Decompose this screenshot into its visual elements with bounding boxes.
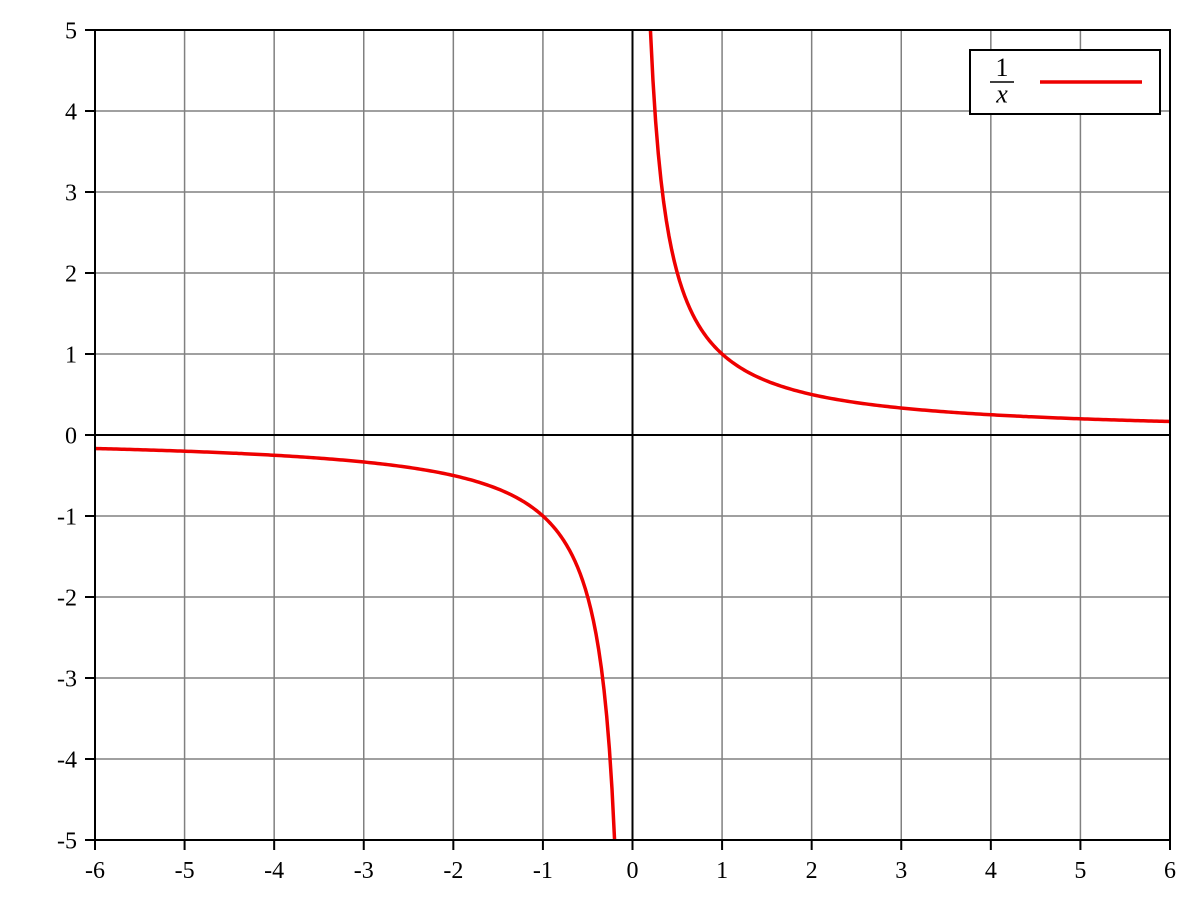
reciprocal-function-chart: -6 -5 -4 -3 -2 -1 0 1 2 3 4 5 6 -5 -4 -3 -2 -1 0 1… xyxy=(0,0,1200,900)
legend-fraction-denominator: x xyxy=(995,79,1008,108)
x-tick-label: 3 xyxy=(895,858,907,884)
y-tick-label: 1 xyxy=(65,342,77,368)
x-tick-label: -1 xyxy=(533,858,553,884)
legend-fraction-numerator: 1 xyxy=(996,53,1009,82)
y-tick-label: 5 xyxy=(65,18,77,44)
y-tick-label: 0 xyxy=(65,423,77,449)
x-tick-label: 5 xyxy=(1074,858,1086,884)
y-tick-label: -4 xyxy=(57,747,77,773)
y-tick-label: -2 xyxy=(57,585,77,611)
x-tick-label: -5 xyxy=(175,858,195,884)
chart-svg: -6 -5 -4 -3 -2 -1 0 1 2 3 4 5 6 -5 -4 -3 -2 -1 0 1… xyxy=(0,0,1200,900)
x-tick-label: -4 xyxy=(264,858,284,884)
x-tick-label: -2 xyxy=(443,858,463,884)
x-tick-label: 6 xyxy=(1164,858,1176,884)
y-tick-label: -5 xyxy=(57,828,77,854)
x-tick-label: 1 xyxy=(716,858,728,884)
y-tick-label: -3 xyxy=(57,666,77,692)
y-tick-label: 3 xyxy=(65,180,77,206)
x-tick-label: 4 xyxy=(985,858,997,884)
y-tick-label: -1 xyxy=(57,504,77,530)
x-tick-label: -3 xyxy=(354,858,374,884)
legend: 1x xyxy=(970,50,1160,114)
x-tick-label: 2 xyxy=(806,858,818,884)
y-tick-label: 4 xyxy=(65,99,77,125)
x-tick-label: -6 xyxy=(85,858,105,884)
x-tick-label: 0 xyxy=(627,858,639,884)
y-tick-label: 2 xyxy=(65,261,77,287)
